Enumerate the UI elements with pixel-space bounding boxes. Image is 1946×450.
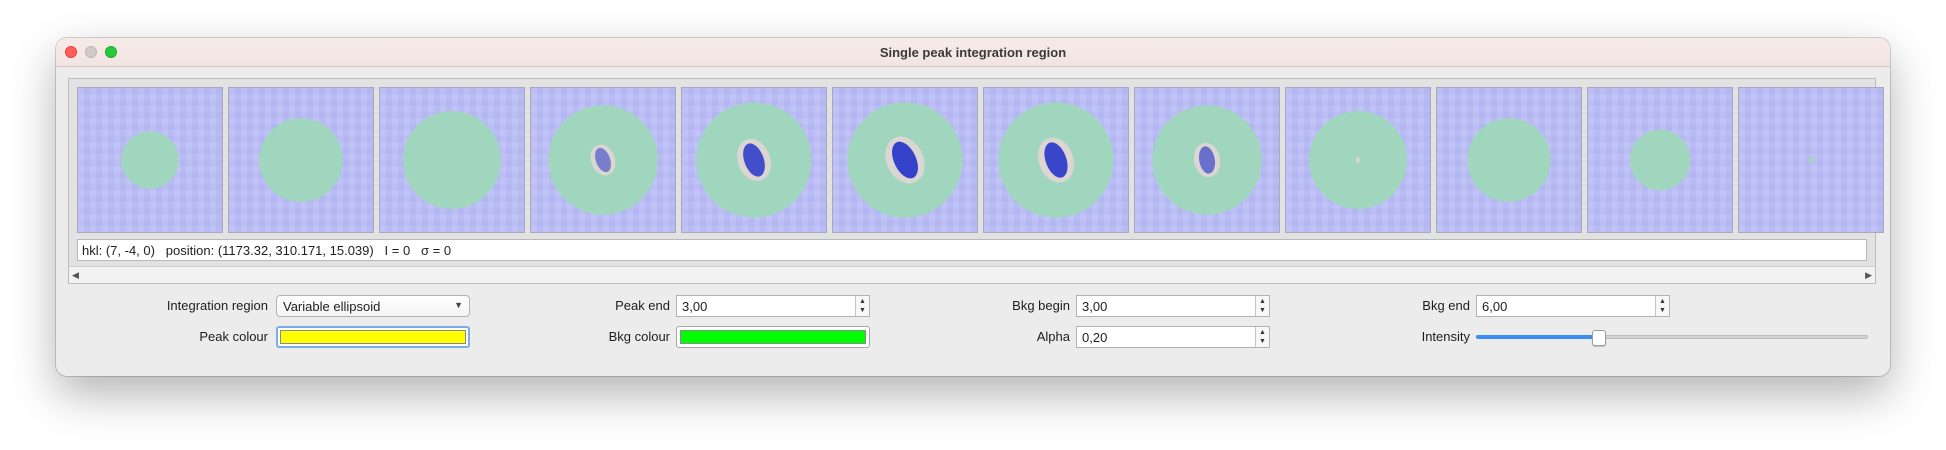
close-window-button[interactable] xyxy=(65,46,77,58)
intensity-label: Intensity xyxy=(1421,329,1470,344)
slice-tile xyxy=(228,87,374,233)
title-bar: Single peak integration region xyxy=(56,38,1890,67)
slice-tile xyxy=(379,87,525,233)
slice-view-panel: hkl: (7, -4, 0) position: (1173.32, 310.… xyxy=(68,78,1884,284)
peak-info-field[interactable]: hkl: (7, -4, 0) position: (1173.32, 310.… xyxy=(77,239,1867,261)
background-region xyxy=(1467,118,1551,202)
slice-tile xyxy=(681,87,827,233)
maximize-window-button[interactable] xyxy=(105,46,117,58)
window-title: Single peak integration region xyxy=(879,45,1067,60)
scroll-left-icon[interactable]: ◀ xyxy=(72,270,79,280)
peak-end-label: Peak end xyxy=(615,298,670,313)
chevron-down-icon: ▼ xyxy=(454,300,463,310)
peak-region xyxy=(1355,157,1361,163)
integration-region-window: Single peak integration region hkl: (7, … xyxy=(56,38,1890,376)
stepper-arrows-icon[interactable]: ▲ ▼ xyxy=(1255,296,1269,316)
bkg-begin-spinbox[interactable]: 3,00 ▲ ▼ xyxy=(1076,295,1270,317)
stepper-arrows-icon[interactable]: ▲ ▼ xyxy=(1255,327,1269,347)
bkg-colour-button[interactable] xyxy=(676,326,870,348)
slice-tile xyxy=(530,87,676,233)
peak-colour-label: Peak colour xyxy=(199,329,268,344)
slider-fill xyxy=(1476,335,1598,339)
integration-region-value: Variable ellipsoid xyxy=(283,299,381,314)
background-region xyxy=(403,111,501,209)
bkg-end-spinbox[interactable]: 6,00 ▲ ▼ xyxy=(1476,295,1670,317)
minimize-window-button[interactable] xyxy=(85,46,97,58)
slice-tile xyxy=(1134,87,1280,233)
alpha-value: 0,20 xyxy=(1082,330,1108,345)
slice-tile xyxy=(983,87,1129,233)
alpha-label: Alpha xyxy=(1036,329,1070,344)
slice-tile xyxy=(832,87,978,233)
slider-knob[interactable] xyxy=(1591,330,1606,346)
slice-tile xyxy=(1738,87,1884,233)
scroll-right-icon[interactable]: ▶ xyxy=(1865,270,1872,280)
bkg-begin-label: Bkg begin xyxy=(1012,298,1070,313)
peak-intensity xyxy=(1198,146,1216,174)
peak-colour-swatch xyxy=(280,330,466,344)
bkg-end-label: Bkg end xyxy=(1422,298,1470,313)
bkg-colour-label: Bkg colour xyxy=(608,329,670,344)
background-region xyxy=(1808,157,1814,163)
background-region xyxy=(1629,129,1691,191)
background-region xyxy=(259,118,343,202)
peak-end-spinbox[interactable]: 3,00 ▲ ▼ xyxy=(676,295,870,317)
stepper-arrows-icon[interactable]: ▲ ▼ xyxy=(855,296,869,316)
peak-end-value: 3,00 xyxy=(682,299,708,314)
slice-tiles xyxy=(77,87,1884,233)
slice-tile xyxy=(1285,87,1431,233)
controls-area: Integration region Variable ellipsoid ▼ … xyxy=(56,294,1890,364)
peak-intensity xyxy=(892,141,918,179)
peak-intensity xyxy=(1044,142,1068,178)
slice-tile xyxy=(1587,87,1733,233)
peak-intensity xyxy=(595,147,611,173)
bkg-begin-value: 3,00 xyxy=(1082,299,1108,314)
peak-intensity xyxy=(743,143,765,177)
horizontal-scrollbar[interactable]: ◀ ▶ xyxy=(69,266,1875,283)
slice-tile xyxy=(1436,87,1582,233)
bkg-colour-swatch xyxy=(680,330,866,344)
slice-tile xyxy=(77,87,223,233)
bkg-end-value: 6,00 xyxy=(1482,299,1508,314)
integration-region-select[interactable]: Variable ellipsoid ▼ xyxy=(276,295,470,317)
background-region xyxy=(121,131,179,189)
intensity-slider[interactable] xyxy=(1476,326,1868,348)
stepper-arrows-icon[interactable]: ▲ ▼ xyxy=(1655,296,1669,316)
alpha-spinbox[interactable]: 0,20 ▲ ▼ xyxy=(1076,326,1270,348)
peak-colour-button[interactable] xyxy=(276,326,470,348)
integration-region-label: Integration region xyxy=(166,298,268,313)
